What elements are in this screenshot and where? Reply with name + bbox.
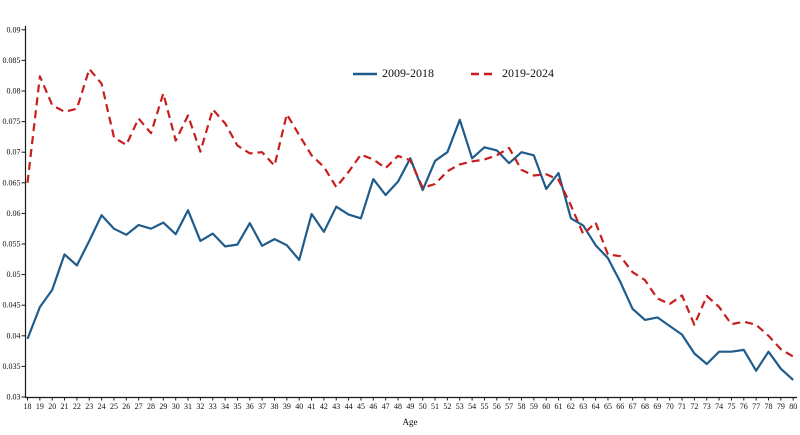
x-tick-label: 40 <box>295 402 303 411</box>
x-tick-label: 25 <box>110 402 118 411</box>
legend-label-2009-2018: 2009-2018 <box>382 66 434 80</box>
chart-legend: 2009-2018 2019-2024 <box>352 66 554 81</box>
x-tick-label: 61 <box>555 402 563 411</box>
y-tick-label: 0.09 <box>7 25 21 34</box>
x-tick-label: 72 <box>690 402 698 411</box>
x-tick-label: 80 <box>789 402 797 411</box>
x-tick-label: 39 <box>283 402 291 411</box>
x-tick-label: 51 <box>431 402 439 411</box>
x-tick-label: 41 <box>308 402 316 411</box>
y-tick-label: 0.08 <box>7 87 21 96</box>
legend-line-solid-icon <box>353 72 377 75</box>
x-tick-label: 66 <box>616 402 624 411</box>
x-tick-label: 54 <box>468 402 476 411</box>
y-tick-label: 0.045 <box>3 301 21 310</box>
x-tick-label: 22 <box>73 402 81 411</box>
x-tick-label: 71 <box>678 402 686 411</box>
x-tick-label: 36 <box>246 402 254 411</box>
x-tick-label: 32 <box>196 402 204 411</box>
x-tick-label: 53 <box>456 402 464 411</box>
x-tick-label: 46 <box>369 402 377 411</box>
x-tick-label: 62 <box>567 402 575 411</box>
x-tick-label: 52 <box>443 402 451 411</box>
x-tick-label: 43 <box>332 402 340 411</box>
y-tick-label: 0.035 <box>3 362 21 371</box>
x-tick-label: 18 <box>24 402 32 411</box>
x-tick-label: 21 <box>61 402 69 411</box>
x-tick-label: 27 <box>135 402 143 411</box>
x-tick-label: 79 <box>777 402 785 411</box>
x-tick-label: 47 <box>382 402 390 411</box>
x-tick-label: 65 <box>604 402 612 411</box>
y-tick-label: 0.07 <box>7 148 21 157</box>
x-tick-label: 48 <box>394 402 402 411</box>
x-tick-label: 37 <box>258 402 266 411</box>
x-tick-label: 59 <box>530 402 538 411</box>
y-tick-label: 0.03 <box>7 393 21 402</box>
x-tick-label: 73 <box>703 402 711 411</box>
y-tick-label: 0.05 <box>7 270 21 279</box>
x-tick-label: 57 <box>505 402 513 411</box>
y-tick-label: 0.085 <box>3 56 21 65</box>
x-tick-label: 45 <box>357 402 365 411</box>
x-tick-label: 29 <box>159 402 167 411</box>
x-tick-label: 31 <box>184 402 192 411</box>
y-tick-label: 0.06 <box>7 209 21 218</box>
x-tick-label: 76 <box>740 402 748 411</box>
x-tick-label: 77 <box>752 402 760 411</box>
x-tick-label: 74 <box>715 402 723 411</box>
x-tick-label: 50 <box>419 402 427 411</box>
x-tick-label: 69 <box>653 402 661 411</box>
x-tick-label: 58 <box>518 402 526 411</box>
x-tick-label: 75 <box>727 402 735 411</box>
x-tick-label: 68 <box>641 402 649 411</box>
x-tick-label: 19 <box>36 402 44 411</box>
x-tick-label: 64 <box>592 402 600 411</box>
x-tick-label: 28 <box>147 402 155 411</box>
x-tick-label: 35 <box>233 402 241 411</box>
x-tick-label: 23 <box>85 402 93 411</box>
series-line-2009-2018 <box>26 118 794 381</box>
legend-label-2019-2024: 2019-2024 <box>502 66 554 80</box>
x-tick-label: 67 <box>629 402 637 411</box>
legend-item-2009-2018: 2009-2018 <box>352 66 434 81</box>
x-tick-label: 60 <box>542 402 550 411</box>
y-tick-label: 0.065 <box>3 178 21 187</box>
x-tick-label: 63 <box>579 402 587 411</box>
x-tick-label: 33 <box>209 402 217 411</box>
x-tick-label: 49 <box>406 402 414 411</box>
x-tick-label: 38 <box>271 402 279 411</box>
x-tick-label: 42 <box>320 402 328 411</box>
y-tick-label: 0.04 <box>7 331 21 340</box>
x-tick-label: 70 <box>666 402 674 411</box>
y-tick-label: 0.055 <box>3 240 21 249</box>
series-line-2019-2024 <box>26 67 794 358</box>
x-tick-label: 26 <box>122 402 130 411</box>
x-tick-label: 55 <box>480 402 488 411</box>
x-tick-label: 78 <box>765 402 773 411</box>
y-tick-label: 0.075 <box>3 117 21 126</box>
x-tick-label: 34 <box>221 402 229 411</box>
legend-item-2019-2024: 2019-2024 <box>470 66 554 81</box>
x-axis-title: Age <box>402 417 418 427</box>
x-tick-label: 30 <box>172 402 180 411</box>
x-tick-label: 20 <box>48 402 56 411</box>
x-tick-label: 56 <box>493 402 501 411</box>
x-tick-label: 24 <box>98 402 106 411</box>
x-tick-label: 44 <box>345 402 353 411</box>
legend-line-dashed-icon <box>471 72 497 75</box>
